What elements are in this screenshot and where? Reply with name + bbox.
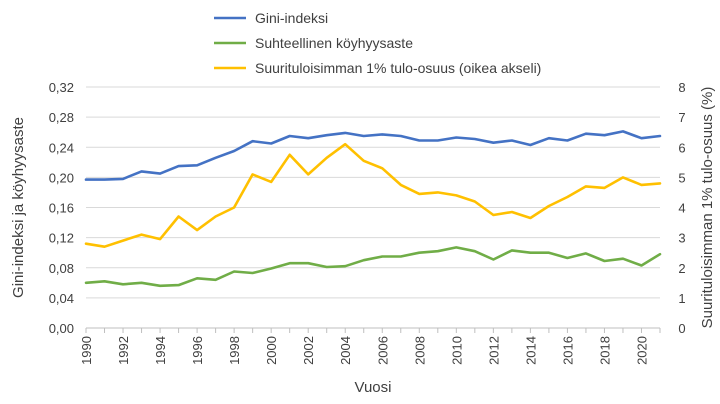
y2-tick-label: 4 xyxy=(678,201,685,216)
y2-tick-label: 8 xyxy=(678,80,685,95)
x-axis-title: Vuosi xyxy=(355,379,392,396)
y2-tick-label: 6 xyxy=(678,140,685,155)
x-tick-label: 2016 xyxy=(560,336,575,365)
legend-label-3: Suurituloisimman 1% tulo-osuus (oikea ak… xyxy=(255,60,541,76)
y2-tick-label: 5 xyxy=(678,170,685,185)
y-tick-label: 0,20 xyxy=(49,170,74,185)
axes: 0,00 0,04 0,08 0,12 0,16 0,20 0,24 0,28 0,32 0 1 2 3… xyxy=(49,80,686,365)
y2-tick-label: 0 xyxy=(678,321,685,336)
x-tick-label: 2020 xyxy=(634,336,649,365)
x-tick-label: 2008 xyxy=(412,336,427,365)
legend-label-1: Gini-indeksi xyxy=(255,10,328,26)
x-tick-label: 2006 xyxy=(375,336,390,365)
y-tick-label: 0,12 xyxy=(49,231,74,246)
x-tick-label: 1992 xyxy=(116,336,131,365)
series-lines xyxy=(84,130,662,288)
y2-tick-label: 7 xyxy=(678,110,685,125)
y2-tick-label: 1 xyxy=(678,291,685,306)
series-line-2 xyxy=(84,246,662,288)
x-tick-label: 2018 xyxy=(597,336,612,365)
x-tick-label: 2002 xyxy=(301,336,316,365)
y-tick-label: 0,08 xyxy=(49,261,74,276)
y-tick-label: 0,28 xyxy=(49,110,74,125)
y-axis-title: Gini-indeksi ja köyhyysaste xyxy=(10,117,27,298)
y-tick-label: 0,00 xyxy=(49,321,74,336)
y-tick-label: 0,04 xyxy=(49,291,74,306)
gridlines xyxy=(86,86,660,299)
legend-label-2: Suhteellinen köyhyysaste xyxy=(255,35,413,51)
x-tick-label: 2012 xyxy=(486,336,501,365)
x-tick-label: 2014 xyxy=(523,336,538,365)
x-tick-label: 1996 xyxy=(190,336,205,365)
x-tick-label: 2010 xyxy=(449,336,464,365)
x-tick-label: 1998 xyxy=(227,336,242,365)
y2-axis-title: Suurituloisimman 1% tulo-osuus (%) xyxy=(699,87,716,329)
x-tick-label: 2004 xyxy=(338,336,353,365)
series-line-3 xyxy=(84,142,662,248)
x-tick-label: 1994 xyxy=(153,336,168,365)
x-tick-label: 1990 xyxy=(79,336,94,365)
legend: Gini-indeksi Suhteellinen köyhyysaste Suur… xyxy=(214,10,541,76)
y-tick-label: 0,24 xyxy=(49,140,74,155)
y2-tick-label: 2 xyxy=(678,261,685,276)
x-tick-label: 2000 xyxy=(264,336,279,365)
y2-tick-label: 3 xyxy=(678,231,685,246)
series-line-1 xyxy=(84,130,662,181)
y-tick-label: 0,16 xyxy=(49,201,74,216)
y-tick-label: 0,32 xyxy=(49,80,74,95)
